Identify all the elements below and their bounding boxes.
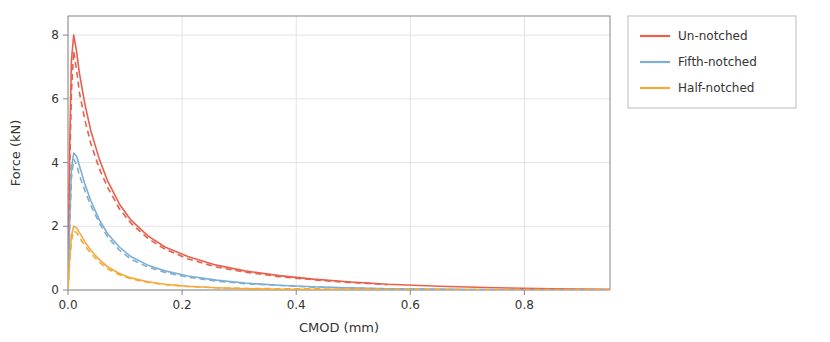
series-line [68,153,610,290]
legend-swatch [640,35,670,37]
tick [63,162,68,163]
grid-line [68,98,610,99]
series-line [68,226,610,290]
chart: 0.0 0.2 0.4 0.6 0.8 0 2 4 6 8 CMOD (mm) Force (kN) U… [0,0,830,342]
grid-line [68,226,610,227]
tick-label: 6 [51,92,59,106]
series-line [68,35,610,290]
x-axis-label: CMOD (mm) [299,320,379,335]
legend-label: Fifth-notched [678,55,757,69]
grid-line [296,16,297,290]
tick [63,98,68,99]
tick-label: 2 [51,219,59,233]
legend-label: Un-notched [678,29,748,43]
grid-line [68,35,610,36]
tick [410,290,411,295]
tick [182,290,183,295]
legend-box [628,16,796,108]
tick-label: 0.2 [173,298,192,312]
legend: Un-notched Fifth-notched Half-notched [628,16,796,108]
grid [68,16,610,290]
series-group [68,35,610,290]
tick [68,290,69,295]
legend-swatch [640,61,670,63]
series-line [68,231,610,290]
tick [63,35,68,36]
plot-frame [68,16,610,290]
tick [524,290,525,295]
tick [63,290,68,291]
tick-label: 0.8 [515,298,534,312]
y-axis-label: Force (kN) [8,120,23,187]
tick [296,290,297,295]
grid-line [524,16,525,290]
grid-line [68,162,610,163]
axes: 0.0 0.2 0.4 0.6 0.8 0 2 4 6 8 CMOD (mm) Force (kN) [8,16,610,335]
series-line [68,51,387,290]
series-line [68,159,610,290]
legend-label: Half-notched [678,81,754,95]
tick-label: 0 [51,283,59,297]
grid-line [182,16,183,290]
tick-label: 8 [51,28,59,42]
tick [63,226,68,227]
legend-swatch [640,87,670,89]
tick-label: 4 [51,156,59,170]
tick-label: 0.0 [58,298,77,312]
grid-line [410,16,411,290]
tick-label: 0.6 [401,298,420,312]
tick-label: 0.4 [287,298,306,312]
